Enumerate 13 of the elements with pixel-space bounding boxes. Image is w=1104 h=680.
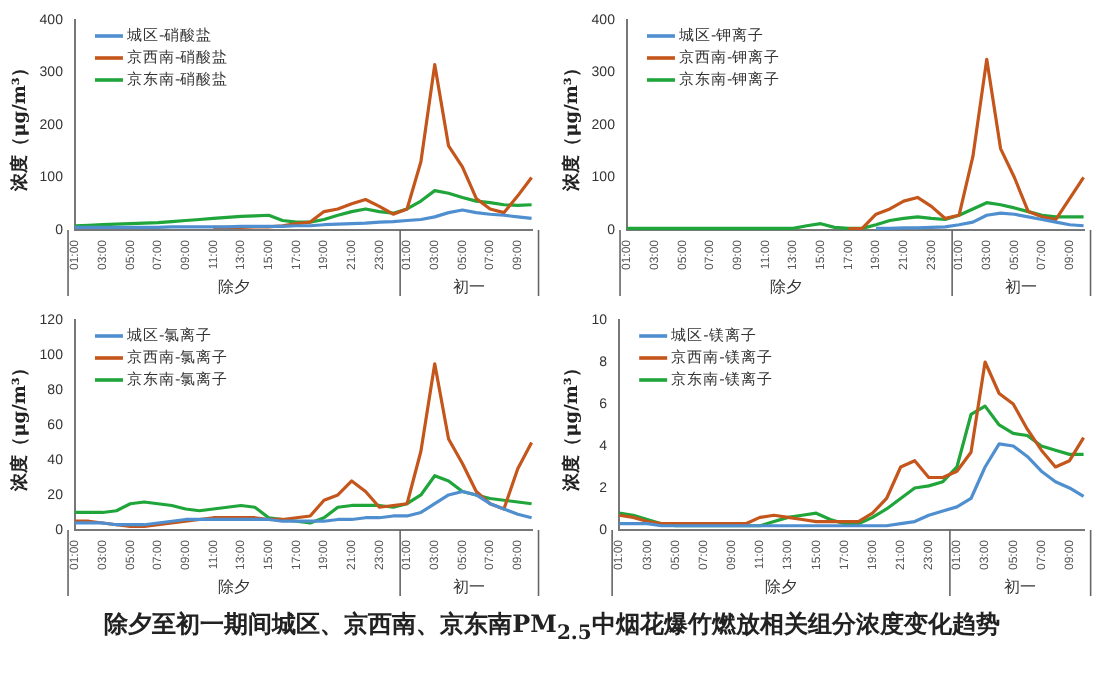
y-axis-title: 浓度（μg/m³）: [561, 359, 584, 493]
text: 除夕至初一期间城区、京西南、京东南PM$_{2.5}$中烟花爆竹燃放相关组分浓度变化趋势: [102, 608, 1002, 645]
y-axis-title: 浓度（μg/m³）: [9, 359, 32, 493]
text: 初一: [1004, 578, 1037, 597]
text: 初一: [1005, 278, 1038, 297]
y-axis-title: 浓度（μg/m³）: [561, 59, 584, 193]
text: 除夕: [765, 578, 798, 597]
text: 除夕: [218, 578, 251, 597]
text: 初一: [453, 578, 486, 597]
text: 除夕: [218, 278, 251, 297]
text: 除夕: [770, 278, 803, 297]
y-axis-title: 浓度（μg/m³）: [9, 59, 32, 193]
text: 初一: [453, 278, 486, 297]
